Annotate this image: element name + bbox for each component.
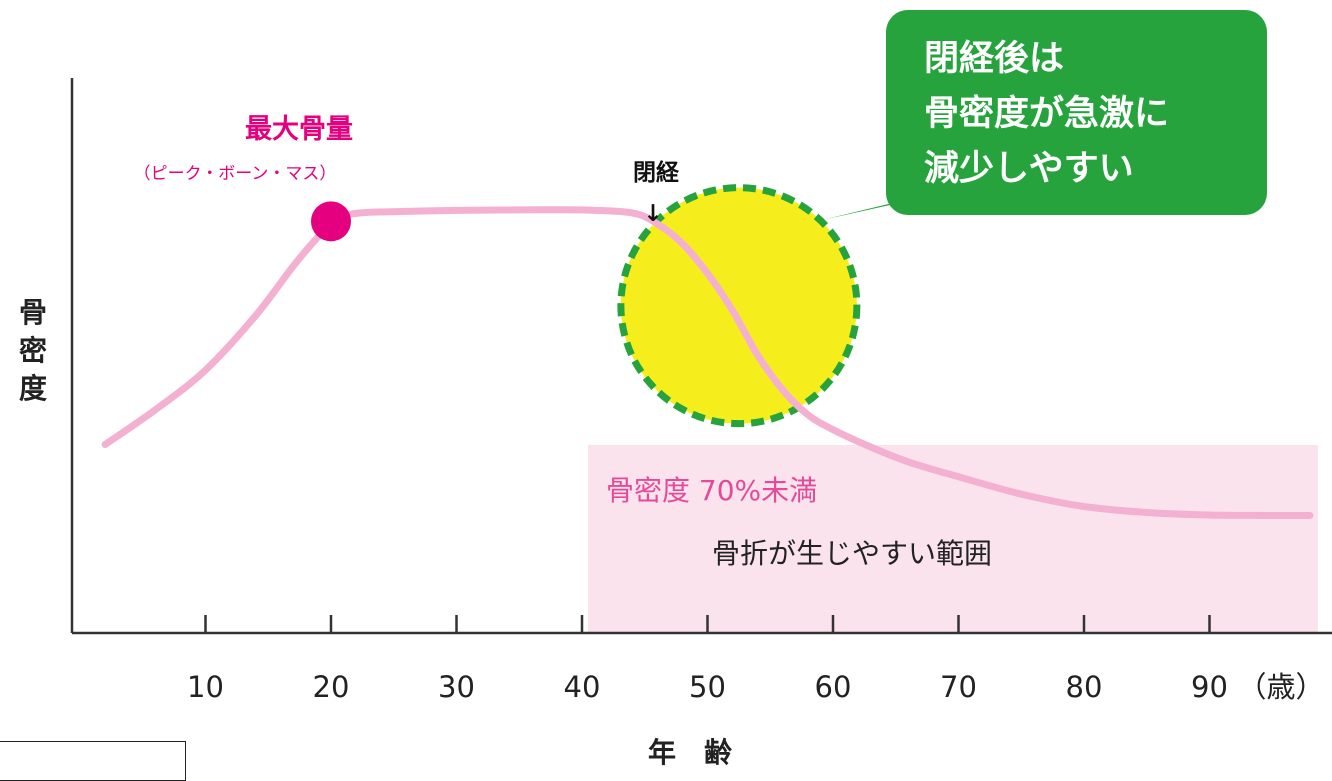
fracture-zone-title: 骨密度 70%未満 bbox=[606, 474, 817, 507]
peak-bone-mass-subtitle: （ピーク・ボーン・マス） bbox=[134, 164, 337, 184]
y-axis-title-char: 密 bbox=[19, 334, 47, 367]
bone-density-line bbox=[101, 206, 1314, 519]
callout-box bbox=[886, 10, 1267, 215]
callout-line: 閉経後は bbox=[924, 39, 1064, 79]
x-tick-label: 80 bbox=[1066, 670, 1103, 704]
callout-line: 減少しやすい bbox=[924, 149, 1134, 189]
peak-bone-mass-marker bbox=[311, 201, 351, 242]
x-tick-label: 10 bbox=[187, 670, 224, 704]
x-tick-label: 20 bbox=[313, 670, 350, 704]
menopause-label: 閉経 bbox=[633, 159, 680, 186]
callout-line: 骨密度が急激に bbox=[924, 93, 1169, 134]
x-tick-label: 90 bbox=[1191, 670, 1228, 704]
x-tick-label: 50 bbox=[689, 670, 726, 704]
x-tick-label: 60 bbox=[815, 670, 852, 704]
x-axis-unit: （歳） bbox=[1238, 670, 1325, 704]
x-tick-label: 40 bbox=[564, 670, 601, 704]
x-tick-label: 30 bbox=[438, 670, 475, 704]
x-axis-title: 年 齢 bbox=[648, 736, 732, 769]
x-tick-label: 70 bbox=[940, 670, 977, 704]
x-ticks: 10 20 30 40 50 60 70 80 90 bbox=[187, 615, 1228, 704]
y-axis-title-char: 度 bbox=[19, 372, 47, 405]
y-axis-title-char: 骨 bbox=[19, 296, 47, 329]
menopause-highlight-circle bbox=[617, 184, 861, 428]
corner-frame bbox=[0, 741, 186, 781]
menopause-arrow-icon: ↓ bbox=[643, 201, 662, 227]
peak-bone-mass-title: 最大骨量 bbox=[245, 114, 353, 145]
y-axis-title: 骨密度 bbox=[19, 296, 47, 405]
fracture-zone-description: 骨折が生じやすい範囲 bbox=[712, 537, 992, 570]
